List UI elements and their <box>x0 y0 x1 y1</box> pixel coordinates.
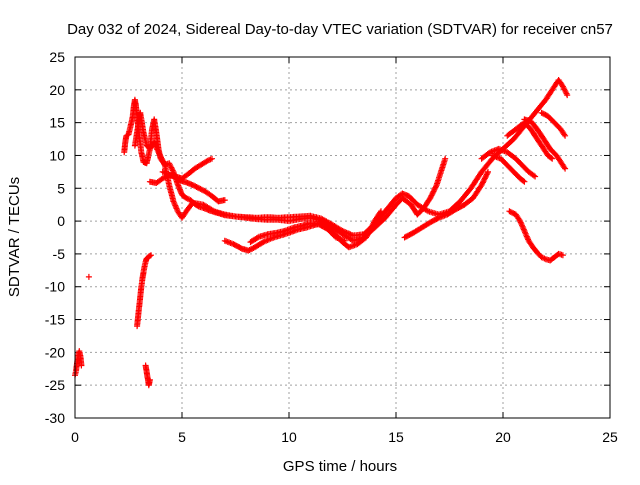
y-tick-label: 25 <box>49 49 65 65</box>
series-track-drop-a <box>142 362 153 389</box>
series-track-pass-2 <box>131 109 421 244</box>
data-point-marker <box>521 178 528 185</box>
x-tick-label: 15 <box>388 429 404 445</box>
series-track-early-low <box>72 348 85 379</box>
series-track-pass-14 <box>506 208 566 264</box>
series-track-pass-4 <box>159 168 228 205</box>
data-point-marker <box>520 177 527 184</box>
series-track-pass-9 <box>478 145 539 180</box>
y-tick-label: 15 <box>49 115 65 131</box>
y-tick-label: -25 <box>45 377 65 393</box>
data-point-marker <box>146 252 153 259</box>
data-point-marker <box>341 237 348 244</box>
y-tick-label: -20 <box>45 344 65 360</box>
series-track-rise-a <box>134 252 154 330</box>
y-tick-label: 10 <box>49 147 65 163</box>
data-point-marker <box>541 255 548 262</box>
x-axis-label: GPS time / hours <box>283 458 397 475</box>
chart-title: Day 032 of 2024, Sidereal Day-to-day VTE… <box>67 21 613 38</box>
x-tick-label: 25 <box>602 429 618 445</box>
series-track-pass-8 <box>414 155 449 218</box>
data-point-marker <box>564 92 571 99</box>
y-tick-label: -10 <box>45 279 65 295</box>
data-point-marker <box>442 155 449 162</box>
axis-ticks: 0 5 10 15 20 25 -30 -25 -20 -15 -10 -5 0 5 10 15 20 25 <box>45 49 618 445</box>
y-tick-label: 5 <box>57 180 65 196</box>
data-point-marker <box>532 173 539 180</box>
data-point-marker <box>561 164 568 171</box>
data-point-marker <box>377 209 384 216</box>
data-point-marker <box>559 252 566 259</box>
data-point-marker <box>561 131 568 138</box>
series-track-pass-5 <box>221 208 384 254</box>
series-track-pass-10 <box>489 152 528 185</box>
data-point-marker <box>549 155 556 162</box>
series-track-pass-7 <box>401 168 491 241</box>
x-tick-label: 10 <box>281 429 297 445</box>
data-point-marker <box>548 154 555 161</box>
data-point-marker <box>209 155 215 162</box>
data-point-marker <box>209 207 216 214</box>
x-tick-label: 20 <box>495 429 511 445</box>
data-point-marker <box>562 132 569 139</box>
data-point-marker <box>148 252 154 259</box>
y-tick-label: -30 <box>45 410 65 426</box>
data-point-marker <box>433 183 439 190</box>
data-point-marker <box>485 168 491 175</box>
data-point-marker <box>429 189 436 196</box>
plot-frame <box>74 56 611 419</box>
data-point-marker <box>221 197 228 204</box>
data-point-marker <box>254 234 261 241</box>
data-point-marker <box>85 273 92 280</box>
data-point-marker <box>161 161 168 167</box>
data-point-marker <box>562 165 569 172</box>
data-point-marker <box>378 208 384 215</box>
series-track-pass-11 <box>504 119 556 162</box>
series-track-pass-12 <box>521 116 569 172</box>
series-track-pass-13 <box>538 109 569 139</box>
x-tick-label: 0 <box>71 429 79 445</box>
y-tick-label: 20 <box>49 82 65 98</box>
data-point-marker <box>146 376 153 383</box>
data-point-marker <box>541 111 548 118</box>
data-point-marker <box>530 172 537 179</box>
y-tick-label: 0 <box>57 213 65 229</box>
data-marks <box>72 77 571 389</box>
series-isolated-point <box>85 273 92 280</box>
data-point-marker <box>78 362 85 369</box>
y-tick-label: -15 <box>45 312 65 328</box>
y-tick-label: -5 <box>53 246 66 262</box>
x-tick-label: 5 <box>178 429 186 445</box>
series-track-pass-6 <box>247 220 348 246</box>
y-axis-label: SDTVAR / TECUs <box>6 177 23 297</box>
